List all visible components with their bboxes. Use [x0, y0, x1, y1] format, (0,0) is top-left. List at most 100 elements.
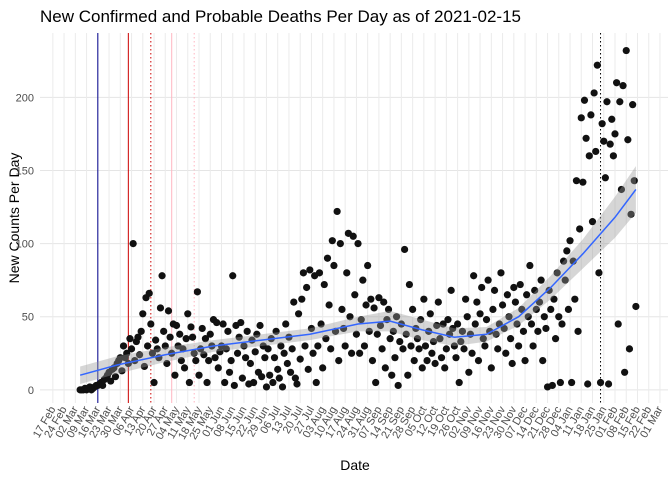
point	[553, 269, 561, 277]
point	[280, 349, 288, 357]
point	[243, 327, 251, 335]
point	[187, 323, 195, 331]
point	[328, 237, 336, 245]
point	[119, 342, 128, 350]
point	[547, 305, 555, 314]
point	[386, 335, 394, 343]
point	[330, 261, 338, 270]
point	[272, 327, 280, 335]
point	[375, 294, 383, 302]
point	[474, 356, 483, 365]
point	[233, 349, 242, 357]
point	[192, 356, 200, 365]
point	[540, 313, 548, 321]
point	[617, 185, 626, 194]
point	[433, 321, 441, 330]
point	[417, 316, 425, 324]
point	[362, 301, 370, 309]
point	[219, 320, 227, 328]
point	[309, 349, 317, 357]
point	[580, 96, 589, 104]
point	[172, 321, 181, 330]
point	[352, 330, 361, 338]
point	[291, 374, 299, 382]
point	[526, 261, 534, 270]
point	[458, 327, 467, 335]
point	[354, 239, 362, 248]
point	[134, 333, 142, 341]
point	[251, 348, 259, 356]
point	[521, 356, 529, 365]
point	[539, 356, 547, 365]
point	[203, 378, 211, 387]
point	[158, 272, 166, 280]
point	[148, 349, 157, 357]
point	[166, 333, 174, 341]
point	[447, 286, 455, 294]
point	[571, 295, 579, 303]
point	[381, 364, 389, 372]
point	[532, 305, 540, 314]
point	[145, 289, 153, 297]
point	[336, 239, 344, 248]
point	[452, 354, 460, 362]
point	[312, 378, 320, 387]
point	[511, 298, 520, 306]
point	[471, 320, 479, 328]
point	[343, 269, 351, 277]
point	[490, 286, 499, 294]
point	[378, 345, 386, 353]
point	[505, 313, 513, 321]
point	[373, 330, 381, 338]
point	[473, 298, 481, 306]
point	[266, 371, 274, 379]
point	[455, 378, 463, 387]
point	[235, 333, 243, 341]
point	[439, 320, 447, 328]
point	[534, 327, 542, 335]
point	[306, 266, 314, 274]
point	[551, 335, 560, 343]
point	[261, 354, 269, 362]
point	[364, 261, 372, 270]
point	[188, 333, 197, 341]
point	[156, 304, 165, 312]
point	[482, 316, 491, 324]
point	[608, 115, 616, 123]
point	[201, 335, 210, 343]
point	[286, 368, 295, 376]
point	[320, 280, 328, 289]
point	[384, 305, 393, 314]
point	[356, 349, 364, 357]
point	[216, 348, 224, 356]
point	[494, 345, 502, 353]
point	[368, 356, 377, 365]
point	[587, 111, 595, 119]
point	[365, 327, 373, 335]
point	[299, 269, 308, 277]
point	[418, 364, 426, 372]
point	[563, 247, 571, 255]
point	[264, 345, 272, 353]
point	[372, 378, 380, 387]
point	[351, 291, 359, 299]
point	[556, 378, 564, 387]
point	[250, 378, 258, 387]
point	[582, 134, 590, 142]
point	[200, 351, 208, 359]
point	[307, 324, 316, 333]
point	[442, 345, 450, 353]
point	[515, 342, 523, 350]
point	[593, 61, 601, 69]
point	[576, 225, 584, 233]
point	[516, 280, 524, 289]
confidence-band	[80, 166, 636, 384]
point	[139, 310, 147, 318]
point	[322, 335, 330, 343]
point	[315, 269, 324, 277]
point	[227, 356, 235, 365]
point	[484, 276, 492, 284]
point	[256, 321, 264, 330]
point	[405, 280, 414, 289]
